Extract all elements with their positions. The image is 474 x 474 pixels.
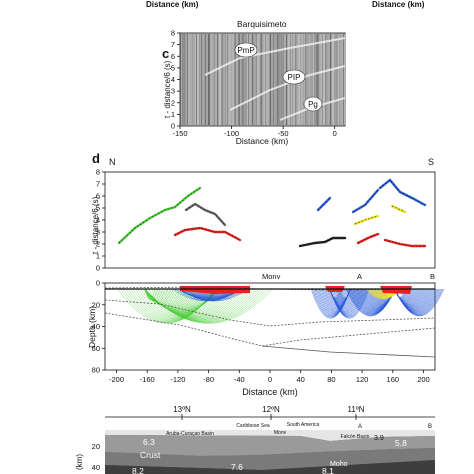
section-xlabel: Distance (km)	[242, 387, 298, 397]
panel-e-ytick-20: 20	[92, 442, 100, 451]
basin-aruba: Aruba-Curaçao Basin	[166, 431, 214, 437]
panel-c-ytick: 6	[171, 52, 175, 61]
panel-d-ray-section	[104, 282, 445, 371]
panel-d-ytick: 6	[96, 192, 100, 201]
panel-d-ylabel: t - distance/6 (s)	[91, 196, 100, 254]
phase-pmp-label: PmP	[237, 46, 254, 55]
top-left-distance-label: Distance (km)	[146, 0, 199, 9]
section-marker-monv: Monv	[262, 272, 281, 281]
section-xtick: 0	[268, 375, 272, 384]
panel-d-south: S	[428, 157, 434, 167]
section-xtick: -160	[140, 375, 155, 384]
panel-d-ytick: 0	[96, 264, 100, 273]
section-xtick: 200	[417, 375, 430, 384]
velocity-8-1: 8.1	[322, 466, 334, 474]
layer-moho: Moho	[330, 461, 348, 468]
panel-d-ytick: 5	[96, 204, 100, 213]
panel-c-ytick: 4	[171, 75, 175, 84]
panel-e-marker-b: B	[428, 424, 432, 430]
section-xtick: 80	[327, 375, 335, 384]
velocity-5-8: 5.8	[395, 438, 407, 448]
panel-e-header: 13ºN 12ºN 11ºN Caribbean Sea South Ameri…	[105, 405, 435, 430]
panel-c-xtick: -100	[224, 129, 239, 138]
section-xtick: -120	[170, 375, 185, 384]
section-ytick: 0	[96, 279, 100, 288]
panel-c-ytick: 3	[171, 87, 175, 96]
panel-c-ytick: 8	[171, 29, 175, 38]
section-xtick: -80	[203, 375, 214, 384]
section-ytick: 40	[92, 322, 100, 331]
section-xtick: 120	[356, 375, 369, 384]
panel-c-letter: c	[162, 46, 169, 61]
panel-c-ytick: 2	[171, 98, 175, 107]
panel-c-ytick: 7	[171, 40, 175, 49]
section-xtick: 160	[387, 375, 400, 384]
panel-c-ytick: 1	[171, 110, 175, 119]
lat-13n: 13ºN	[173, 405, 191, 414]
section-xtick: -40	[234, 375, 245, 384]
section-ytick: 60	[92, 344, 100, 353]
panel-c-seismogram	[179, 32, 346, 127]
panel-d-ytick: 8	[96, 168, 100, 177]
layer-crust: Crust	[140, 450, 161, 460]
region-south-america: South America	[287, 422, 320, 428]
section-ytick: 80	[92, 366, 100, 375]
panel-d-ytick: 2	[96, 240, 100, 249]
panel-c-ylabel: t - distance/6 (s)	[163, 60, 172, 118]
panel-d-letter: d	[92, 151, 100, 166]
velocity-6-3: 6.3	[143, 437, 155, 447]
panel-c-xtick: -150	[172, 129, 187, 138]
lat-11n: 11ºN	[347, 405, 364, 414]
panel-c-xtick: -50	[278, 129, 289, 138]
velocity-3-9: 3.9	[374, 435, 384, 442]
panel-d-north: N	[109, 157, 116, 167]
panel-c-xlabel: Distance (km)	[236, 136, 289, 146]
panel-c-xtick: 0	[333, 129, 337, 138]
panel-e-ylabel: (km)	[75, 454, 84, 470]
panel-e-ytick-40: 40	[92, 463, 100, 472]
top-right-distance-label: Distance (km)	[372, 0, 425, 9]
section-ylabel: Depth (km)	[87, 306, 97, 348]
panel-e-marker-a: A	[358, 424, 362, 430]
lat-12n: 12ºN	[262, 405, 280, 414]
section-marker-a: A	[357, 272, 362, 281]
panel-d-yticks: 8 7 6 5 4 3 2 1 0	[96, 168, 105, 273]
panel-d-traveltime	[104, 171, 436, 269]
phase-plp-label: PIP	[288, 73, 301, 82]
panel-c-xticks: -150 -100 -50 0	[172, 126, 337, 138]
velocity-7-6: 7.6	[231, 462, 243, 472]
velocity-8-2: 8.2	[132, 466, 144, 474]
section-xticks: -200 -160 -120 -80 -40 0 40 80 120 160 200	[109, 370, 430, 384]
phase-pg-label: Pg	[308, 100, 318, 109]
panel-c-yticks: 8 7 6 5 4 3 2 1 0	[171, 29, 180, 131]
panel-c-phase-labels: PmP PIP Pg	[234, 42, 323, 112]
section-ytick: 20	[92, 300, 100, 309]
section-yticks: 0 20 40 60 80	[92, 279, 105, 375]
section-xtick: -200	[109, 375, 124, 384]
basin-falcon: Falcón Basin	[341, 434, 370, 440]
panel-c-ytick: 0	[171, 122, 175, 131]
panel-e-velocity-model	[105, 430, 435, 474]
panel-d-ytick: 3	[96, 228, 100, 237]
panel-d-ytick: 4	[96, 216, 100, 225]
panel-d-ytick: 1	[96, 252, 100, 261]
section-xtick: 40	[297, 375, 305, 384]
section-marker-b: B	[430, 272, 435, 281]
basin-monv: Monv	[274, 430, 287, 436]
panel-d-ytick: 7	[96, 180, 100, 189]
panel-c-ytick: 5	[171, 63, 175, 72]
panel-c-title: Barquisimeto	[237, 19, 287, 29]
region-caribbean: Caribbean Sea	[236, 423, 270, 429]
